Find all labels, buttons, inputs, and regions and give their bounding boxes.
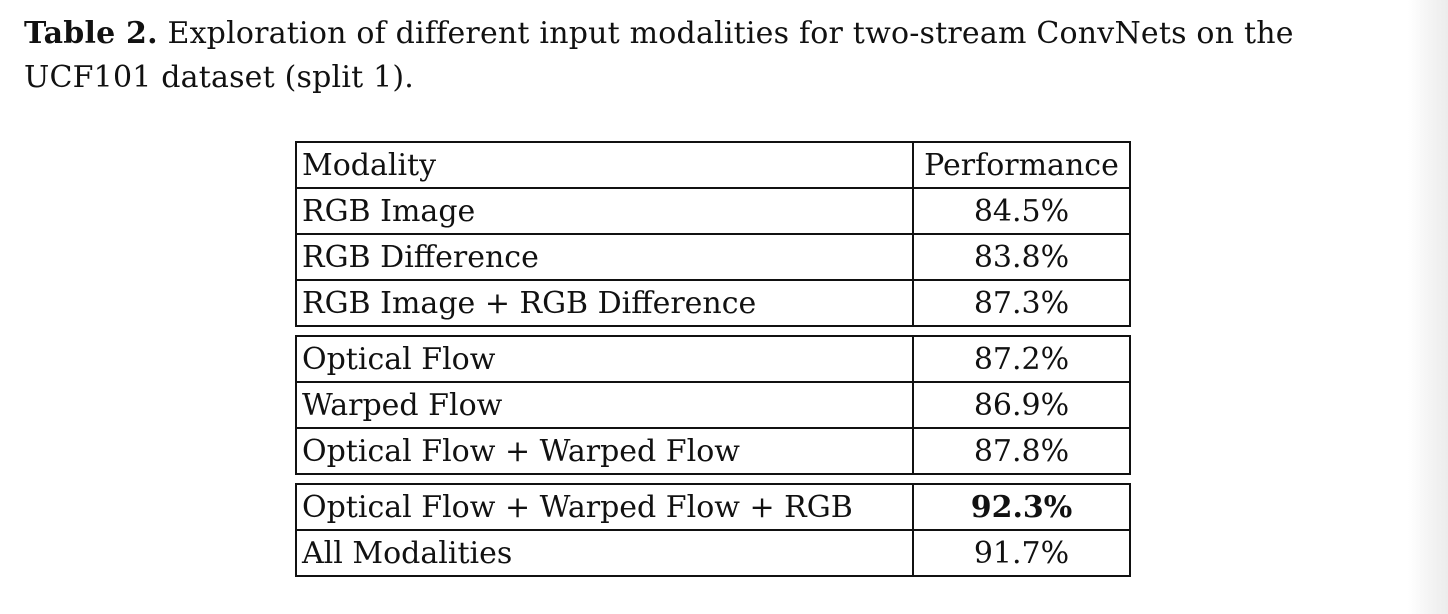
table-row: RGB Difference 83.8%	[297, 233, 1129, 279]
modality-table: Modality Performance RGB Image 84.5% RGB…	[295, 141, 1131, 577]
performance-cell: 84.5%	[973, 193, 1070, 229]
table-caption: Table 2. Exploration of different input …	[24, 12, 1384, 100]
modality-cell: Optical Flow	[297, 337, 914, 381]
modality-cell: All Modalities	[297, 531, 914, 575]
header-performance: Performance	[924, 147, 1119, 183]
page-edge-shadow	[1408, 0, 1448, 614]
modality-cell: RGB Image + RGB Difference	[297, 281, 914, 325]
modality-cell: RGB Difference	[297, 235, 914, 279]
performance-cell: 86.9%	[973, 387, 1070, 423]
header-modality: Modality	[297, 143, 914, 187]
table-row: Warped Flow 86.9%	[297, 381, 1129, 427]
caption-label: Table 2.	[24, 16, 158, 51]
table-group-rgb: Modality Performance RGB Image 84.5% RGB…	[295, 141, 1131, 327]
caption-text: Exploration of different input modalitie…	[24, 16, 1294, 95]
table-row: Optical Flow + Warped Flow 87.8%	[297, 427, 1129, 473]
modality-cell: RGB Image	[297, 189, 914, 233]
performance-cell-best: 92.3%	[970, 489, 1073, 525]
modality-cell: Warped Flow	[297, 383, 914, 427]
table-group-combined: Optical Flow + Warped Flow + RGB 92.3% A…	[295, 483, 1131, 577]
table-header-row: Modality Performance	[297, 143, 1129, 187]
table-row: RGB Image + RGB Difference 87.3%	[297, 279, 1129, 325]
table-row: RGB Image 84.5%	[297, 187, 1129, 233]
performance-cell: 91.7%	[973, 535, 1070, 571]
table-row: All Modalities 91.7%	[297, 529, 1129, 575]
table-row: Optical Flow 87.2%	[297, 337, 1129, 381]
performance-cell: 83.8%	[973, 239, 1070, 275]
performance-cell: 87.2%	[973, 341, 1070, 377]
performance-cell: 87.8%	[973, 433, 1070, 469]
modality-cell: Optical Flow + Warped Flow + RGB	[297, 485, 914, 529]
table-row: Optical Flow + Warped Flow + RGB 92.3%	[297, 485, 1129, 529]
performance-cell: 87.3%	[973, 285, 1070, 321]
table-group-flow: Optical Flow 87.2% Warped Flow 86.9% Opt…	[295, 335, 1131, 475]
modality-cell: Optical Flow + Warped Flow	[297, 429, 914, 473]
